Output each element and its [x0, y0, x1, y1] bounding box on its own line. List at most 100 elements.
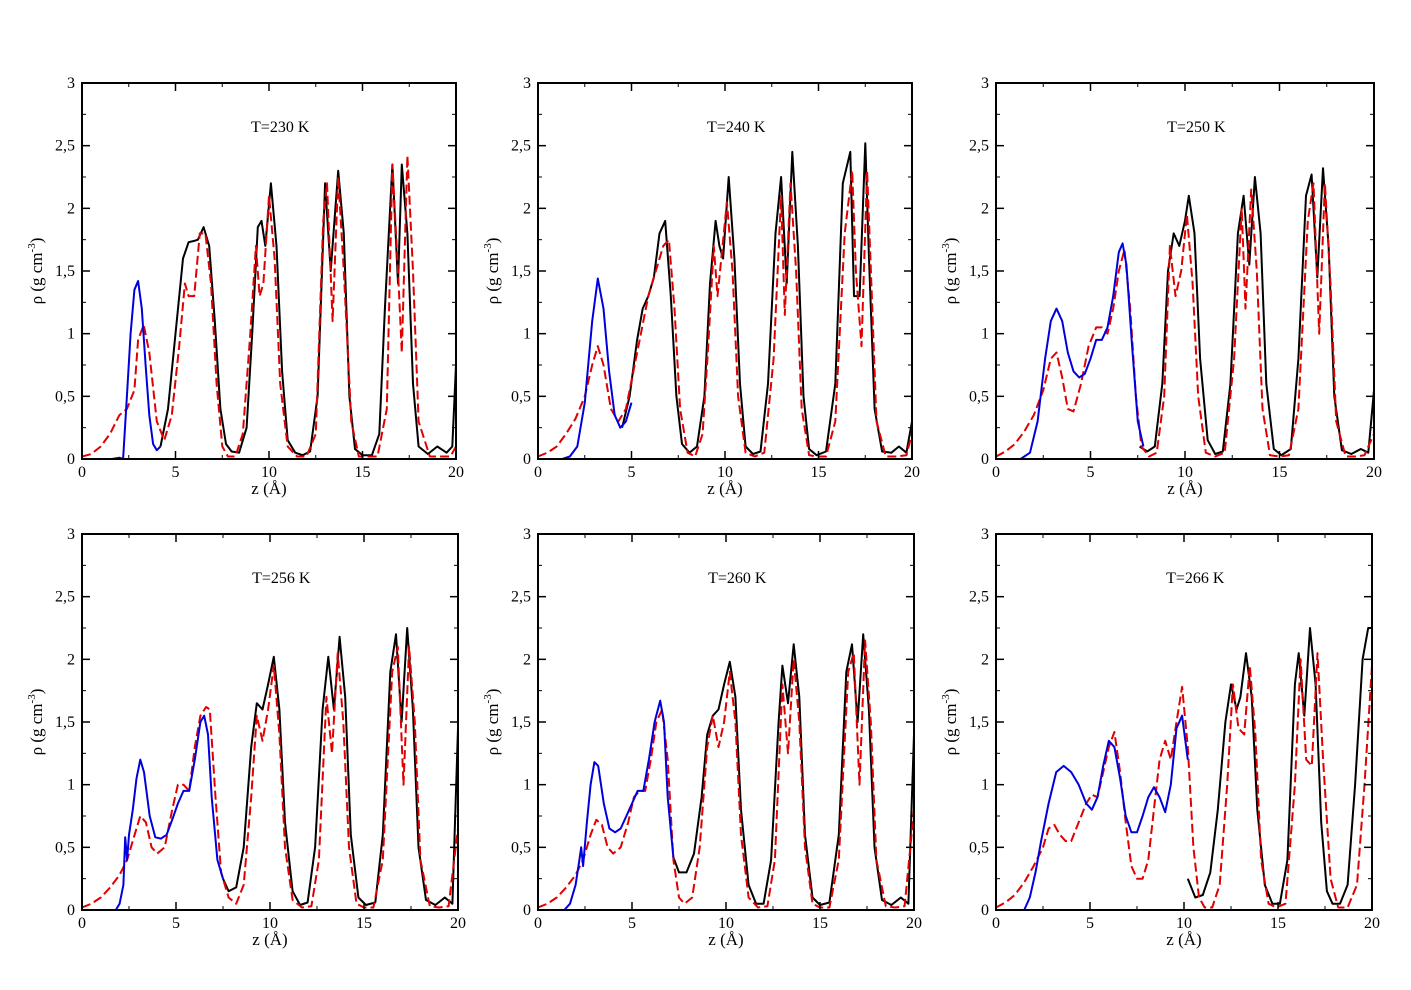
y-axis-title-base: ρ (g cm	[483, 703, 502, 755]
x-tick-label: 5	[1086, 915, 1094, 932]
series-line-total	[672, 633, 914, 906]
series-line-total	[1186, 627, 1372, 905]
x-tick-label: 15	[355, 464, 371, 481]
series-group	[996, 627, 1372, 910]
y-tick-label: 1	[523, 326, 531, 343]
y-tick-label: 0,5	[511, 388, 531, 405]
y-axis-title-sup: -3	[940, 694, 952, 704]
y-tick-label: 2,5	[511, 138, 531, 155]
y-tick-label: 0	[67, 902, 75, 919]
y-tick-label: 1	[67, 326, 75, 343]
series-line-interface	[561, 277, 633, 459]
plot-frame	[81, 82, 457, 460]
series-group	[82, 154, 456, 459]
y-axis-title-base: ρ (g cm	[27, 703, 46, 755]
y-axis-title-sup: -3	[26, 694, 38, 704]
y-tick-label: 3	[523, 526, 531, 543]
x-tick-label: 5	[628, 915, 636, 932]
x-tick-label: 15	[811, 464, 827, 481]
y-tick-label: 1	[981, 777, 989, 794]
y-tick-label: 1,5	[55, 263, 75, 280]
series-line-total	[1139, 167, 1374, 457]
x-axis-title: z (Å)	[1166, 930, 1201, 949]
y-tick-label: 2,5	[969, 138, 989, 155]
x-tick-label: 5	[172, 915, 180, 932]
chart-panel-5: 0 5 10 15 20 0 0,5 1 1,5 2 2,5 3 T=260 K z (Å) ρ (g cm…	[482, 526, 922, 949]
y-tick-label: 1,5	[969, 714, 989, 731]
y-tick-label: 0,5	[969, 839, 989, 856]
y-axis-title: ρ (g cm-3)	[26, 238, 46, 305]
y-axis-title-close: )	[27, 238, 46, 244]
panel-title: T=260 K	[708, 570, 767, 587]
x-tick-label: 5	[172, 464, 180, 481]
series-line-component	[82, 645, 458, 909]
series-line-component	[82, 154, 456, 458]
panel-title: T=240 K	[707, 119, 766, 136]
series-line-interface	[114, 714, 224, 910]
x-axis-title: z (Å)	[252, 930, 287, 949]
series-line-total	[159, 163, 456, 457]
chart-panel-2: 0 5 10 15 20 0 0,5 1 1,5 2 2,5 3 T=240 K z (Å) ρ (g cm…	[482, 75, 920, 498]
y-axis-title-sup: -3	[482, 243, 494, 253]
x-tick-label: 0	[992, 464, 1000, 481]
y-tick-label: 3	[67, 526, 75, 543]
panel-title: T=256 K	[252, 570, 311, 587]
series-line-interface	[111, 280, 162, 459]
x-axis-title: z (Å)	[1167, 479, 1202, 498]
panel-title: T=250 K	[1167, 119, 1226, 136]
y-tick-label: 0	[981, 451, 989, 468]
panel-title: T=230 K	[251, 119, 310, 136]
y-tick-label: 3	[67, 75, 75, 92]
y-tick-label: 1,5	[969, 263, 989, 280]
y-axis-title: ρ (g cm-3)	[940, 689, 960, 756]
series-line-interface	[1020, 242, 1145, 459]
y-axis-title-sup: -3	[482, 694, 494, 704]
x-tick-label: 0	[78, 464, 86, 481]
x-tick-label: 0	[78, 915, 86, 932]
x-axis-title: z (Å)	[708, 930, 743, 949]
series-group	[538, 142, 912, 459]
x-tick-label: 20	[450, 915, 466, 932]
x-tick-label: 10	[1177, 464, 1193, 481]
x-tick-label: 0	[534, 915, 542, 932]
y-tick-label: 1,5	[511, 714, 531, 731]
series-line-interface	[1023, 714, 1189, 910]
y-tick-label: 0,5	[55, 388, 75, 405]
plot-frame	[995, 533, 1373, 911]
y-axis-title: ρ (g cm-3)	[482, 238, 502, 305]
x-tick-label: 5	[628, 464, 636, 481]
x-tick-label: 15	[1272, 464, 1288, 481]
series-line-total	[222, 627, 458, 906]
series-line-component	[996, 652, 1372, 909]
chart-panel-6: 0 5 10 15 20 0 0,5 1 1,5 2 2,5 3 T=266 K z (Å) ρ (g cm…	[940, 526, 1380, 949]
y-tick-label: 2	[67, 200, 75, 217]
y-axis-title-close: )	[27, 689, 46, 695]
y-tick-label: 2,5	[511, 589, 531, 606]
y-tick-label: 1,5	[55, 714, 75, 731]
y-tick-label: 2	[981, 200, 989, 217]
x-tick-label: 20	[1364, 915, 1380, 932]
y-axis-title-close: )	[941, 238, 960, 244]
y-tick-label: 1,5	[511, 263, 531, 280]
y-axis-title-base: ρ (g cm	[941, 252, 960, 304]
chart-panel-1: 0 5 10 15 20 0 0,5 1 1,5 2 2,5 3 T=230 K z (Å) ρ (g cm…	[26, 75, 464, 498]
y-tick-label: 1	[981, 326, 989, 343]
y-tick-label: 0,5	[55, 839, 75, 856]
x-tick-label: 15	[356, 915, 372, 932]
y-axis-title-base: ρ (g cm	[27, 252, 46, 304]
y-axis-title: ρ (g cm-3)	[482, 689, 502, 756]
series-line-component	[996, 182, 1374, 458]
x-tick-label: 10	[261, 464, 277, 481]
chart-panel-3: 0 5 10 15 20 0 0,5 1 1,5 2 2,5 3 T=250 K z (Å) ρ (g cm…	[940, 75, 1382, 498]
series-group	[82, 627, 458, 910]
x-tick-label: 10	[262, 915, 278, 932]
y-tick-label: 1	[67, 777, 75, 794]
series-line-total	[621, 142, 912, 457]
x-tick-label: 10	[1176, 915, 1192, 932]
y-axis-title-close: )	[941, 689, 960, 695]
y-axis-title: ρ (g cm-3)	[26, 689, 46, 756]
x-axis-title: z (Å)	[707, 479, 742, 498]
y-tick-label: 2	[981, 651, 989, 668]
x-tick-label: 20	[1366, 464, 1382, 481]
